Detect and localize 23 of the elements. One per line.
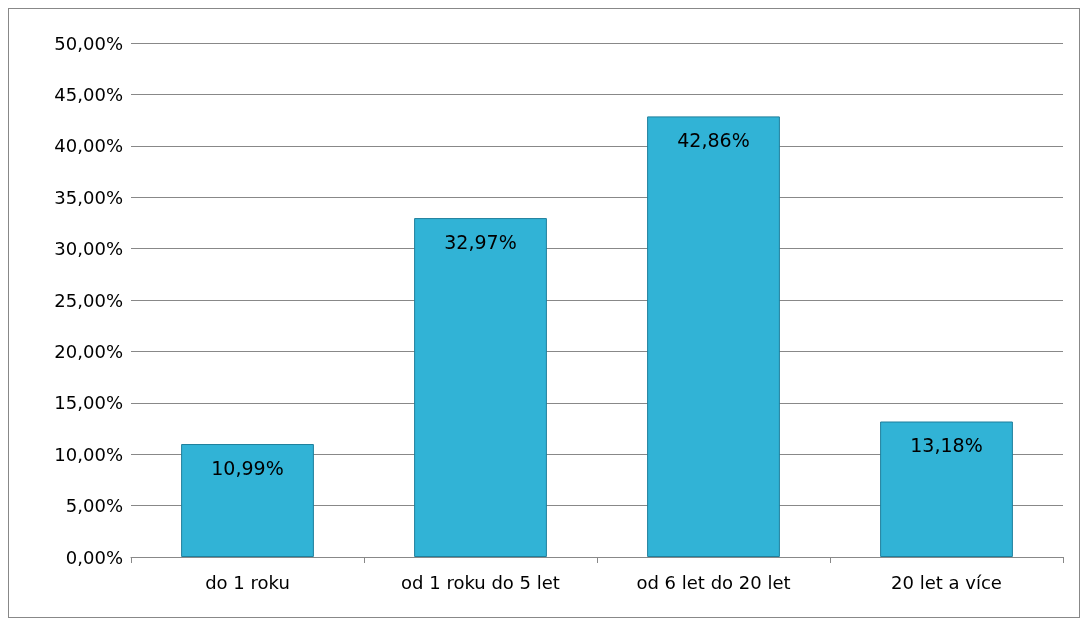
y-tick-label: 45,00%	[54, 83, 123, 105]
data-label: 32,97%	[444, 230, 517, 253]
data-label: 42,86%	[677, 128, 750, 151]
y-tick-label: 50,00%	[54, 32, 123, 54]
y-tick-label: 30,00%	[54, 238, 123, 260]
y-tick-label: 35,00%	[54, 186, 123, 208]
y-tick-label: 20,00%	[54, 340, 123, 362]
bar	[181, 444, 314, 557]
y-tick-label: 25,00%	[54, 289, 123, 311]
bar	[647, 116, 780, 557]
bar	[880, 421, 1013, 557]
x-tick-label: do 1 roku	[205, 571, 290, 593]
y-tick-label: 15,00%	[54, 392, 123, 414]
y-tick-label: 10,00%	[54, 443, 123, 465]
data-label: 10,99%	[211, 456, 284, 479]
y-tick-label: 0,00%	[65, 546, 123, 568]
x-tick-label: 20 let a více	[891, 571, 1002, 593]
x-tick-label: od 6 let do 20 let	[636, 571, 791, 593]
y-tick-label: 40,00%	[54, 135, 123, 157]
bar	[414, 218, 547, 557]
data-label: 13,18%	[910, 434, 983, 457]
x-tick-label: od 1 roku do 5 let	[401, 571, 560, 593]
y-tick-label: 5,00%	[65, 495, 123, 517]
